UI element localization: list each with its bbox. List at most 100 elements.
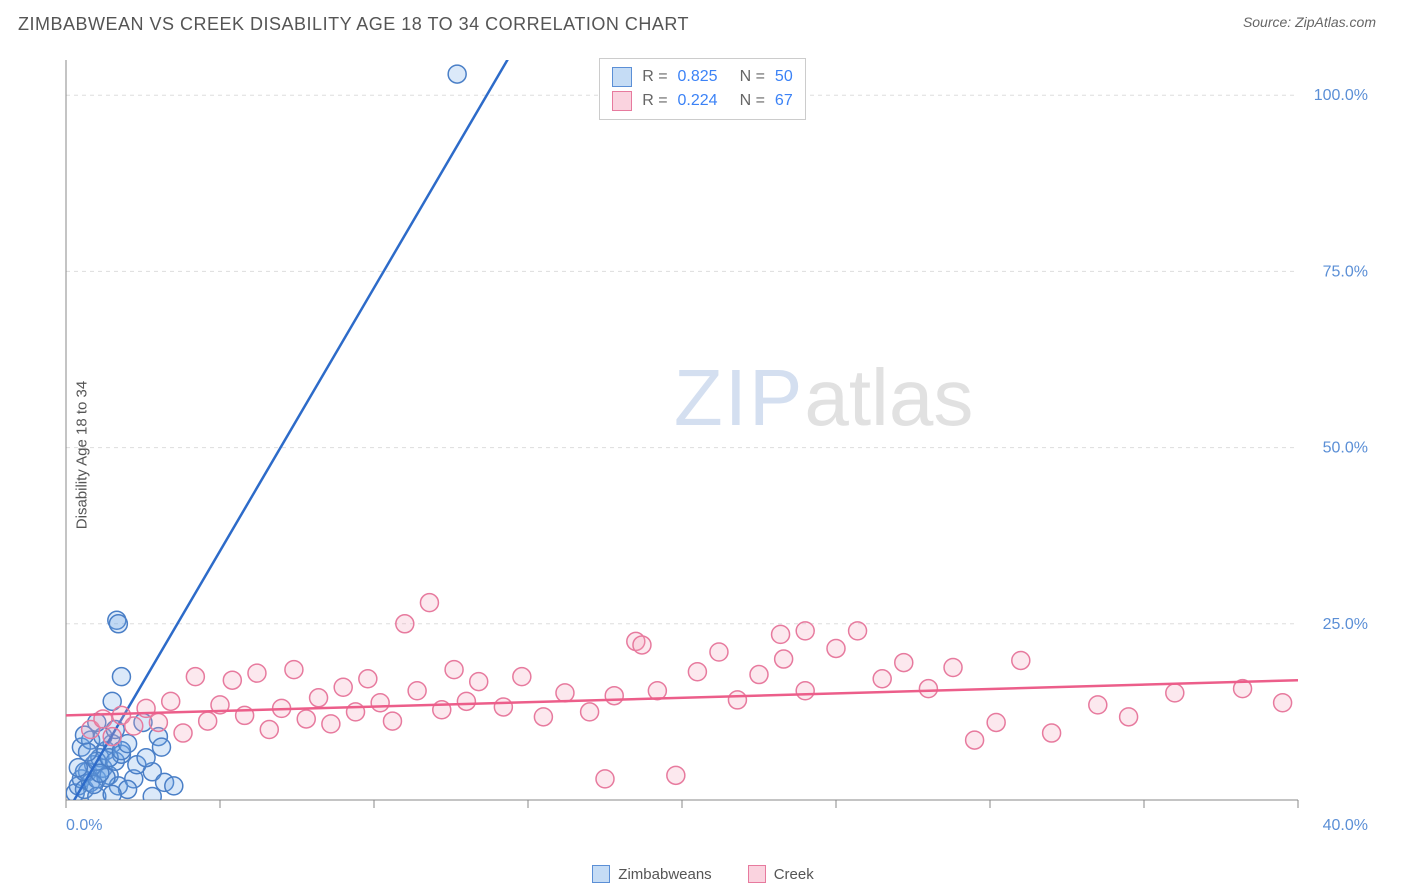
data-point xyxy=(186,668,204,686)
data-point xyxy=(581,703,599,721)
data-point xyxy=(137,699,155,717)
n-label: N = xyxy=(740,68,765,86)
data-point xyxy=(285,661,303,679)
r-value: 0.224 xyxy=(678,92,718,110)
series-swatch xyxy=(612,91,632,111)
data-point xyxy=(1012,651,1030,669)
legend-item: Zimbabweans xyxy=(592,865,711,883)
correlation-stats-box: R = 0.825 N = 50 R = 0.224 N = 67 xyxy=(599,58,806,120)
data-point xyxy=(297,710,315,728)
data-point xyxy=(125,717,143,735)
data-point xyxy=(827,639,845,657)
data-point xyxy=(596,770,614,788)
data-point xyxy=(174,724,192,742)
data-point xyxy=(1120,708,1138,726)
svg-text:50.0%: 50.0% xyxy=(1323,440,1368,457)
svg-text:25.0%: 25.0% xyxy=(1323,616,1368,633)
data-point xyxy=(710,643,728,661)
data-point xyxy=(109,615,127,633)
data-point xyxy=(728,691,746,709)
series-legend: Zimbabweans Creek xyxy=(18,865,1388,888)
scatter-chart: 25.0% 50.0% 75.0% 100.0% 0.0% 40.0% xyxy=(58,50,1378,840)
data-point xyxy=(1043,724,1061,742)
legend-swatch xyxy=(592,865,610,883)
source-attribution: Source: ZipAtlas.com xyxy=(1243,14,1376,30)
legend-swatch xyxy=(748,865,766,883)
data-point xyxy=(248,664,266,682)
r-label: R = xyxy=(642,68,667,86)
data-point xyxy=(420,594,438,612)
data-point xyxy=(966,731,984,749)
stat-row: R = 0.825 N = 50 xyxy=(612,65,793,89)
data-point xyxy=(895,654,913,672)
data-point xyxy=(334,678,352,696)
chart-container: Disability Age 18 to 34 ZIPatlas 25.0%50… xyxy=(18,50,1388,860)
n-value: 67 xyxy=(775,92,793,110)
legend-item: Creek xyxy=(748,865,814,883)
data-point xyxy=(383,712,401,730)
chart-title: ZIMBABWEAN VS CREEK DISABILITY AGE 18 TO… xyxy=(18,14,689,35)
data-point xyxy=(162,692,180,710)
data-point xyxy=(137,749,155,767)
data-point xyxy=(750,666,768,684)
data-point xyxy=(371,694,389,712)
stat-row: R = 0.224 N = 67 xyxy=(612,89,793,113)
data-point xyxy=(688,663,706,681)
data-point xyxy=(605,687,623,705)
svg-text:75.0%: 75.0% xyxy=(1323,263,1368,280)
data-point xyxy=(445,661,463,679)
data-point xyxy=(944,659,962,677)
svg-text:100.0%: 100.0% xyxy=(1314,87,1368,104)
data-point xyxy=(94,710,112,728)
data-point xyxy=(152,738,170,756)
data-point xyxy=(103,785,121,803)
data-point xyxy=(1089,696,1107,714)
data-point xyxy=(494,698,512,716)
data-point xyxy=(310,689,328,707)
data-point xyxy=(347,703,365,721)
trend-line xyxy=(66,680,1298,715)
data-point xyxy=(667,766,685,784)
data-point xyxy=(112,668,130,686)
data-point xyxy=(165,777,183,795)
data-point xyxy=(199,712,217,730)
data-point xyxy=(322,715,340,733)
data-point xyxy=(149,713,167,731)
data-point xyxy=(69,759,87,777)
data-point xyxy=(633,636,651,654)
svg-text:0.0%: 0.0% xyxy=(66,817,102,834)
series-swatch xyxy=(612,67,632,87)
r-value: 0.825 xyxy=(678,68,718,86)
legend-label: Creek xyxy=(774,866,814,883)
data-point xyxy=(470,673,488,691)
data-point xyxy=(359,670,377,688)
n-value: 50 xyxy=(775,68,793,86)
data-point xyxy=(448,65,466,83)
data-point xyxy=(775,650,793,668)
data-point xyxy=(408,682,426,700)
data-point xyxy=(223,671,241,689)
data-point xyxy=(796,682,814,700)
data-point xyxy=(396,615,414,633)
data-point xyxy=(103,728,121,746)
svg-text:40.0%: 40.0% xyxy=(1323,817,1368,834)
data-point xyxy=(457,692,475,710)
data-point xyxy=(513,668,531,686)
data-point xyxy=(260,721,278,739)
data-point xyxy=(919,680,937,698)
data-point xyxy=(648,682,666,700)
data-point xyxy=(987,713,1005,731)
data-point xyxy=(534,708,552,726)
r-label: R = xyxy=(642,92,667,110)
data-point xyxy=(556,684,574,702)
plot-area: ZIPatlas 25.0%50.0%75.0%100.0%0.0%40.0% … xyxy=(58,50,1378,840)
data-point xyxy=(873,670,891,688)
data-point xyxy=(772,625,790,643)
data-point xyxy=(143,787,161,805)
legend-label: Zimbabweans xyxy=(618,866,711,883)
data-point xyxy=(849,622,867,640)
data-point xyxy=(796,622,814,640)
data-point xyxy=(1274,694,1292,712)
chart-header: ZIMBABWEAN VS CREEK DISABILITY AGE 18 TO… xyxy=(0,0,1406,35)
n-label: N = xyxy=(740,92,765,110)
